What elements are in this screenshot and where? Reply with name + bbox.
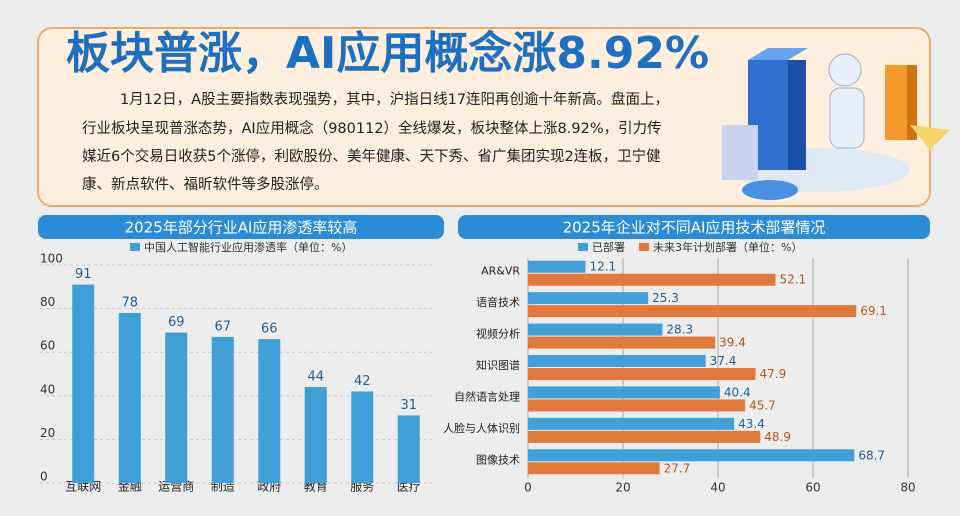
y-tick-label: 40 xyxy=(40,382,55,396)
value-label: 42 xyxy=(354,374,371,389)
value-label: 69 xyxy=(168,315,185,330)
value-label: 37.4 xyxy=(710,354,737,368)
value-label: 47.9 xyxy=(760,367,787,381)
bar xyxy=(528,260,586,273)
x-tick-label: 80 xyxy=(900,481,915,495)
chart-title: 2025年企业对不同AI应用技术部署情况 xyxy=(563,219,826,237)
y-tick-label: 60 xyxy=(40,339,55,353)
y-tick-label: 视频分析 xyxy=(476,327,520,341)
bar xyxy=(258,339,281,483)
x-tick-label: 20 xyxy=(615,481,630,495)
value-label: 39.4 xyxy=(719,336,746,350)
bar xyxy=(528,430,761,443)
paragraph: 1月12日，A股主要指数表现强势，其中，沪指日线17连阳再创逾十年新高。盘面上，… xyxy=(82,90,669,193)
bar xyxy=(118,312,141,483)
y-tick-label: 人脸与人体识别 xyxy=(443,421,520,435)
value-label: 67 xyxy=(214,319,231,334)
value-label: 31 xyxy=(400,398,417,413)
illustration xyxy=(722,48,950,200)
bar xyxy=(165,332,188,483)
y-tick-label: 自然语言处理 xyxy=(454,389,520,403)
value-label: 91 xyxy=(75,267,92,282)
bar xyxy=(528,449,855,462)
y-tick-label: 图像技术 xyxy=(476,453,520,466)
value-label: 45.7 xyxy=(749,398,776,412)
legend-label: 未来3年计划部署（单位：%） xyxy=(653,240,802,254)
bar xyxy=(528,323,663,336)
bar xyxy=(528,462,660,475)
headline: 板块普涨，AI应用概念涨8.92% xyxy=(66,28,709,79)
legend-label: 中国人工智能行业应用渗透率（单位：%） xyxy=(144,240,352,254)
bar xyxy=(528,305,857,318)
bar xyxy=(528,292,649,305)
paragraph-line: 行业板块呈现普涨态势，AI应用概念（980112）全线爆发，板块整体上涨8.92… xyxy=(82,119,662,137)
header-box xyxy=(37,27,931,207)
bar xyxy=(351,391,374,483)
value-label: 43.4 xyxy=(738,417,765,431)
value-label: 52.1 xyxy=(779,273,806,287)
bar xyxy=(528,368,756,380)
value-label: 28.3 xyxy=(666,323,693,337)
bar xyxy=(304,387,327,483)
y-tick-label: 100 xyxy=(40,252,63,266)
value-label: 44 xyxy=(307,370,324,385)
bar xyxy=(528,336,716,349)
chart-title: 2025年部分行业AI应用渗透率较高 xyxy=(125,219,358,237)
paragraph-line: 1月12日，A股主要指数表现强势，其中，沪指日线17连阳再创逾十年新高。盘面上， xyxy=(120,90,669,108)
bar xyxy=(528,399,746,412)
bar xyxy=(528,417,735,430)
y-tick-label: 0 xyxy=(40,470,48,484)
y-tick-label: 20 xyxy=(40,426,55,440)
value-label: 12.1 xyxy=(589,260,616,274)
y-tick-label: 80 xyxy=(40,295,55,309)
bar xyxy=(72,284,95,483)
value-label: 78 xyxy=(121,295,138,310)
bar xyxy=(528,355,706,367)
paragraph-line: 康、新点软件、福昕软件等多股涨停。 xyxy=(82,175,329,193)
value-label: 69.1 xyxy=(860,304,887,318)
y-tick-label: 知识图谱 xyxy=(476,358,520,372)
legend-label: 已部署 xyxy=(592,240,625,254)
legend-swatch xyxy=(578,243,588,251)
bar xyxy=(211,336,234,483)
x-tick-label: 0 xyxy=(524,481,532,495)
y-tick-label: AR&VR xyxy=(481,265,520,278)
value-label: 48.9 xyxy=(764,430,791,444)
bar xyxy=(528,273,776,286)
value-label: 68.7 xyxy=(858,448,885,462)
value-label: 25.3 xyxy=(652,291,679,305)
bar xyxy=(397,415,420,483)
x-tick-label: 40 xyxy=(710,481,725,495)
legend-swatch xyxy=(639,243,649,251)
legend-swatch xyxy=(130,243,140,251)
paragraph-line: 媒近6个交易日收获5个涨停，利欧股份、美年健康、天下秀、省广集团实现2连板，卫宁… xyxy=(82,147,661,165)
value-label: 27.7 xyxy=(664,461,691,475)
x-tick-label: 60 xyxy=(805,481,820,495)
chart-title-bar xyxy=(458,215,930,239)
chart-title-bar xyxy=(38,215,444,239)
y-tick-label: 语音技术 xyxy=(476,295,520,309)
value-label: 66 xyxy=(261,322,278,337)
value-label: 40.4 xyxy=(724,385,751,399)
bar xyxy=(528,386,720,399)
